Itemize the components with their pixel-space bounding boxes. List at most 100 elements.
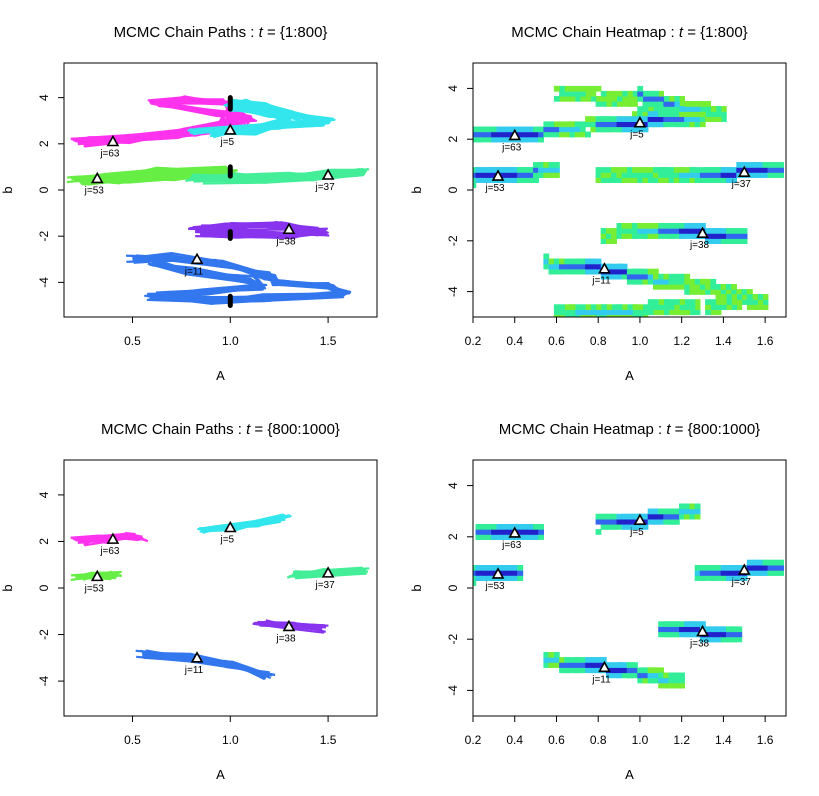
heatmap-cell: [679, 116, 685, 122]
true-value-marker: [508, 526, 522, 538]
heatmap-cell: [658, 96, 664, 102]
heatmap-cell: [694, 503, 701, 510]
heatmap-cell: [715, 294, 722, 300]
heatmap-cell: [746, 167, 753, 173]
heatmap-cell: [731, 177, 737, 183]
heatmap-cell: [626, 314, 633, 317]
heatmap-cell: [626, 309, 633, 316]
heatmap-cell: [668, 177, 675, 183]
heatmap-cell: [679, 96, 685, 102]
heatmap-cell: [616, 172, 623, 178]
y-tick-label: -4: [37, 675, 51, 686]
heatmap-cell: [726, 167, 732, 173]
heatmap-cell: [501, 172, 508, 178]
heatmap-cell: [694, 565, 701, 571]
heatmap-cell: [606, 116, 612, 122]
heatmap-cell: [475, 575, 482, 581]
heatmap-cell: [773, 570, 779, 576]
heatmap-cell: [673, 121, 680, 128]
y-tick-label: 2: [446, 533, 460, 540]
heatmap-cell: [574, 314, 581, 317]
heatmap-cell: [626, 90, 633, 97]
y-tick-label: 0: [446, 584, 460, 591]
chain-label: j=53: [84, 185, 105, 196]
heatmap-cell: [642, 177, 649, 183]
heatmap-cell: [684, 273, 691, 280]
heatmap-cell: [533, 162, 539, 168]
heatmap-cell: [689, 309, 696, 316]
heatmap-cell: [762, 565, 769, 571]
heatmap-cell: [642, 314, 649, 317]
heatmap-cell: [585, 309, 591, 316]
heatmap-cell: [668, 223, 675, 229]
heatmap-cell: [736, 233, 743, 239]
heatmap-cell: [553, 258, 560, 265]
heatmap-cell: [715, 631, 722, 638]
heatmap-cell: [632, 101, 638, 107]
heatmap-cell: [559, 85, 565, 92]
heatmap-cell: [548, 268, 555, 275]
heatmap-cell: [496, 167, 503, 173]
heatmap-cell: [548, 126, 555, 133]
heatmap-cell: [626, 268, 633, 275]
chart-panel-1: j=63 j=5 j=53 j=37 j=38 j=11 0.5 1.0 1.5 -4 -2 0 2 4 A…: [0, 24, 378, 383]
y-tick-label: 4: [446, 85, 460, 92]
heatmap-cell: [699, 284, 706, 290]
heatmap-cell: [616, 513, 623, 520]
heatmap-cell: [694, 101, 701, 107]
true-value-marker: [598, 262, 611, 274]
heatmap-cell: [726, 570, 732, 576]
heatmap-cell: [731, 304, 737, 310]
heatmap-cell: [533, 167, 539, 173]
heatmap-cell: [647, 299, 654, 305]
heatmap-cell: [705, 626, 711, 633]
heatmap-cell: [679, 626, 685, 633]
heatmap-cell: [653, 177, 659, 183]
heatmap-cell: [574, 268, 581, 275]
heatmap-cell: [517, 529, 524, 535]
x-axis-label: A: [625, 767, 634, 782]
heatmap-cell: [616, 672, 623, 679]
heatmap-cell: [668, 621, 675, 627]
heatmap-cell: [564, 657, 571, 663]
heatmap-cell: [705, 309, 711, 316]
heatmap-cell: [637, 278, 644, 285]
heatmap-cell: [705, 299, 711, 305]
heatmap-cell: [637, 672, 644, 679]
heatmap-cell: [632, 662, 638, 668]
heatmap-cell: [658, 513, 664, 520]
heatmap-cell: [647, 268, 654, 275]
heatmap-cell: [647, 667, 654, 674]
y-tick-label: 4: [37, 491, 51, 498]
heatmap-cell: [606, 513, 612, 520]
heatmap-cell: [621, 116, 628, 122]
heatmap-cell: [689, 167, 696, 173]
heatmap-cell: [621, 662, 628, 668]
heatmap-cell: [533, 524, 539, 530]
heatmap-cell: [606, 518, 612, 525]
heatmap-cell: [762, 294, 769, 300]
heatmap-cell: [653, 121, 659, 128]
heatmap-cell: [731, 284, 737, 290]
heatmap-cell: [689, 111, 696, 117]
heatmap-cell: [626, 121, 633, 128]
heatmap-cell: [611, 116, 617, 122]
y-axis-label: b: [409, 186, 424, 193]
chain-label: j=37: [731, 179, 752, 190]
heatmap-cell: [637, 273, 644, 280]
heatmap-cell: [475, 177, 482, 183]
heatmap-cell: [642, 518, 649, 525]
heatmap-cell: [527, 177, 534, 183]
heatmap-cell: [699, 101, 706, 107]
heatmap-cell: [647, 177, 654, 183]
heatmap-cell: [694, 299, 701, 305]
heatmap-cell: [663, 309, 670, 316]
heatmap-cell: [632, 223, 638, 229]
heatmap-cell: [559, 258, 565, 265]
heatmap-cell: [694, 111, 701, 117]
heatmap-cell: [590, 116, 597, 122]
heatmap-cell: [501, 575, 508, 581]
heatmap-cell: [689, 101, 696, 107]
heatmap-cell: [694, 575, 701, 581]
heatmap-cell: [475, 136, 482, 143]
